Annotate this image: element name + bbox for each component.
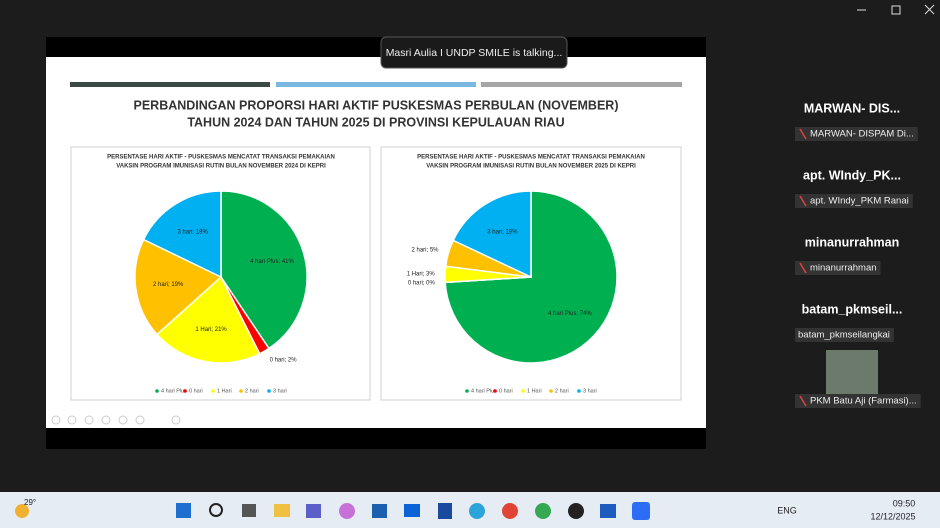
legend-label: 0 hari [189,388,203,394]
weather-text: 29° [24,498,36,507]
data-label: 1 Hari; 21% [195,327,227,333]
pie-slice [142,190,222,279]
legend-swatch [549,389,553,393]
slide-title: PERBANDINGAN PROPORSI HARI AKTIF PUSKESM… [134,98,619,112]
mute-icon [799,262,807,274]
weather-icon[interactable] [15,504,29,518]
data-label: 0 hari; 0% [408,281,436,287]
chart-title: PERSENTASE HARI AKTIF - PUSKESMAS MENCAT… [107,155,335,161]
legend-swatch [521,389,525,393]
slide-toolbar [51,415,181,425]
restore-button[interactable] [891,5,901,15]
legend-label: 1 Hari [527,388,542,394]
legend-label: 4 hari Plus [161,388,187,394]
pie-slice [134,238,223,336]
legend-label: 4 hari Plus [471,388,497,394]
legend-label: 2 hari [245,388,259,394]
participant-name: minanurrahman [805,235,899,249]
mute-icon [799,395,807,407]
slide-bar [276,82,476,87]
legend-swatch [465,389,469,393]
language[interactable]: ENG [777,505,797,515]
taskbar-apps[interactable] [176,502,650,520]
legend-swatch [577,389,581,393]
participant-label-bg [795,328,894,342]
participant-label-bg [795,394,921,408]
pie-slice [220,190,308,350]
participant-label: apt. WIndy_PKM Ranai [810,196,909,207]
chart-title: VAKSIN PROGRAM IMUNISASI RUTIN BULAN NOV… [116,164,326,170]
slide-title: TAHUN 2024 DAN TAHUN 2025 DI PROVINSI KE… [187,115,564,129]
participant-label: MARWAN- DISPAM Di... [810,129,914,140]
legend-label: 1 Hari [217,388,232,394]
data-label: 2 hari; 5% [411,248,439,254]
talking-text: Masri Aulia I UNDP SMILE is talking... [386,47,563,59]
legend-label: 0 hari [499,388,513,394]
pie-slice [452,190,532,279]
legend-label: 2 hari [555,388,569,394]
participant-label-bg [795,194,913,208]
clock-time: 09:50 [893,498,916,508]
participant-name: batam_pkmseil... [802,302,903,316]
legend-label: 3 hari [583,388,597,394]
legend-swatch [267,389,271,393]
legend-swatch [183,389,187,393]
legend-swatch [155,389,159,393]
data-label: 4 hari Plus; 74% [548,311,592,317]
mute-icon [799,128,807,140]
talking-banner [380,36,568,69]
slide-bar [70,82,270,87]
participant-name: apt. WIndy_PK... [803,168,901,182]
data-label: 3 hari; 18% [487,230,518,236]
data-label: 4 hari Plus; 41% [250,259,294,265]
participant-label: batam_pkmseilangkai [798,330,890,341]
participant-label-bg [795,261,881,275]
mute-icon [799,195,807,207]
chart-title: PERSENTASE HARI AKTIF - PUSKESMAS MENCAT… [417,155,645,161]
legend-swatch [493,389,497,393]
participant-label-bg [795,127,918,141]
data-label: 0 hari; 2% [270,358,298,364]
clock-date: 12/12/2025 [870,511,915,521]
data-label: 1 Hari; 3% [407,272,436,278]
legend-label: 3 hari [273,388,287,394]
legend-swatch [211,389,215,393]
participant-label: PKM Batu Aji (Farmasi)... [810,396,917,407]
chart-title: VAKSIN PROGRAM IMUNISASI RUTIN BULAN NOV… [426,164,636,170]
data-label: 3 hari; 18% [178,229,209,235]
legend-swatch [239,389,243,393]
close-button[interactable] [924,4,935,15]
slide-bar [481,82,682,87]
participant-label: minanurrahman [810,263,877,274]
pie-slice [155,275,261,364]
participant-video [826,350,878,395]
participant-name: MARWAN- DIS... [804,101,900,115]
data-label: 2 hari; 19% [153,282,184,288]
